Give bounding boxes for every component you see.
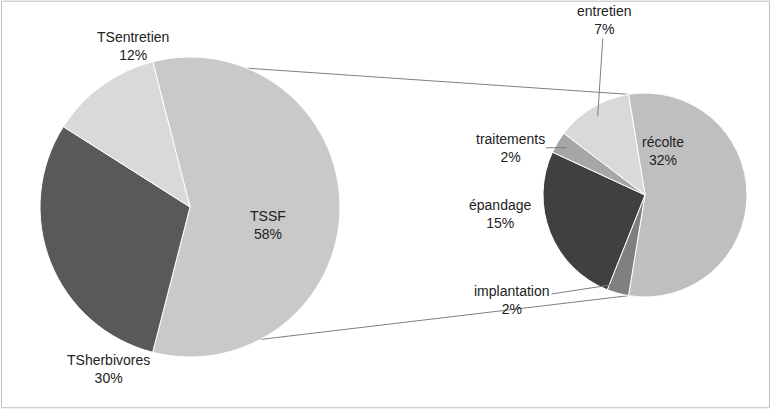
svg-text:traitements2%: traitements2%: [476, 131, 545, 165]
svg-text:TSSF58%: TSSF58%: [250, 208, 286, 242]
svg-text:entretien7%: entretien7%: [577, 3, 631, 37]
svg-text:épandage15%: épandage15%: [469, 197, 532, 231]
svg-text:récolte32%: récolte32%: [642, 134, 684, 168]
svg-text:TSentretien12%: TSentretien12%: [97, 29, 169, 63]
svg-text:implantation2%: implantation2%: [474, 283, 550, 317]
svg-text:TSherbivores30%: TSherbivores30%: [67, 352, 150, 386]
